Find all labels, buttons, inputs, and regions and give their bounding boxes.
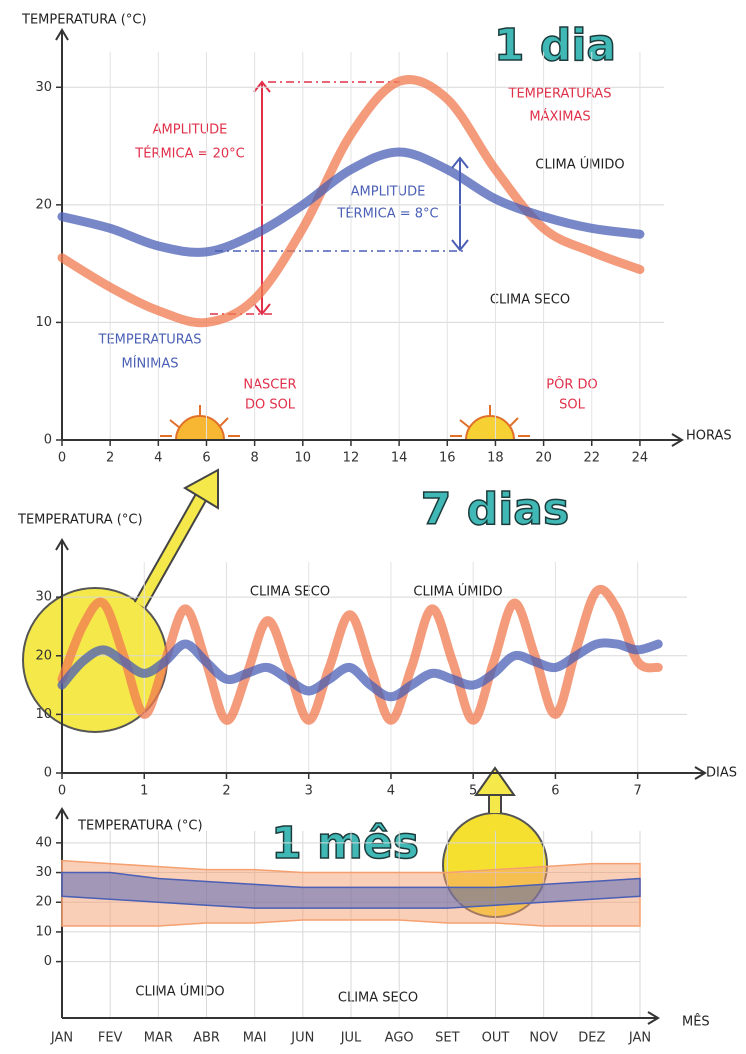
y-axis-label: TEMPERATURA (°C) xyxy=(21,13,147,28)
series-label: CLIMA SECO xyxy=(250,585,330,600)
x-tick-label: MAR xyxy=(144,1031,173,1046)
y-tick-label: 30 xyxy=(35,80,52,95)
x-tick-label: 2 xyxy=(106,451,114,466)
annotation: AMPLITUDE xyxy=(153,123,228,138)
annotation: NASCER xyxy=(243,378,296,393)
y-tick-label: 30 xyxy=(35,865,52,880)
x-axis-label: DIAS xyxy=(706,766,737,781)
sun-7-days xyxy=(22,468,219,733)
x-axis-label: HORAS xyxy=(686,429,732,444)
annotation: TÉRMICA = 8°C xyxy=(336,206,438,222)
series-label: CLIMA ÚMIDO xyxy=(535,157,624,173)
x-tick-label: ABR xyxy=(193,1031,220,1046)
annotation: TEMPERATURAS xyxy=(508,87,612,102)
x-tick-label: 20 xyxy=(535,451,552,466)
annotation: AMPLITUDE xyxy=(351,185,426,200)
annotation: MÁXIMAS xyxy=(529,109,590,125)
y-axis xyxy=(55,28,69,440)
x-tick-label: 10 xyxy=(295,451,312,466)
amplitude-arrows xyxy=(210,80,469,316)
x-tick-label: 18 xyxy=(487,451,504,466)
series-label: CLIMA SECO xyxy=(490,293,570,308)
y-tick-label: 10 xyxy=(35,707,52,722)
y-tick-label: 10 xyxy=(35,924,52,939)
x-tick-label: 0 xyxy=(58,784,66,799)
x-tick-label: 14 xyxy=(391,451,408,466)
annotation: SOL xyxy=(559,398,585,413)
y-axis-label: TEMPERATURA (°C) xyxy=(17,513,143,528)
x-tick-label: 22 xyxy=(583,451,600,466)
y-axis xyxy=(55,538,69,773)
series-band xyxy=(61,871,641,909)
y-tick-label: 30 xyxy=(35,590,52,605)
x-tick-label: JUL xyxy=(340,1031,362,1046)
x-axis-label: MÊS xyxy=(682,1014,710,1030)
x-tick-label: JUN xyxy=(290,1031,314,1046)
x-tick-label: MAI xyxy=(243,1031,267,1046)
annotation: DO SOL xyxy=(245,398,296,413)
x-tick-label: 5 xyxy=(469,784,477,799)
x-axis xyxy=(62,433,684,447)
x-tick-label: 1 xyxy=(140,784,148,799)
y-tick-label: 20 xyxy=(35,895,52,910)
sun-set xyxy=(450,405,530,441)
x-tick-label: 8 xyxy=(250,451,258,466)
x-tick-label: 16 xyxy=(439,451,456,466)
x-axis xyxy=(62,766,707,780)
chart-title: 1 mês xyxy=(271,818,419,869)
y-tick-label: 0 xyxy=(44,954,52,969)
y-tick-label: 20 xyxy=(35,197,52,212)
series-label: CLIMA SECO xyxy=(338,991,418,1006)
y-tick-label: 40 xyxy=(35,835,52,850)
sun-rise xyxy=(160,405,240,441)
annotation: MÍNIMAS xyxy=(122,356,179,372)
x-tick-label: 4 xyxy=(387,784,395,799)
x-tick-label: AGO xyxy=(385,1031,414,1046)
x-tick-label: SET xyxy=(435,1031,459,1046)
y-tick-label: 0 xyxy=(44,766,52,781)
x-axis xyxy=(62,1011,660,1025)
x-tick-label: 6 xyxy=(202,451,210,466)
x-tick-label: 2 xyxy=(222,784,230,799)
series-label: CLIMA ÚMIDO xyxy=(135,984,224,1000)
chart-title: 7 dias xyxy=(421,484,569,535)
series-line xyxy=(57,638,663,702)
x-tick-label: 0 xyxy=(58,451,66,466)
x-tick-label: OUT xyxy=(482,1031,510,1046)
x-tick-label: 12 xyxy=(343,451,360,466)
x-tick-label: DEZ xyxy=(578,1031,605,1046)
series-line xyxy=(57,75,645,328)
y-tick-label: 20 xyxy=(35,648,52,663)
y-axis-label: TEMPERATURA (°C) xyxy=(77,819,203,834)
x-tick-label: NOV xyxy=(529,1031,558,1046)
x-tick-label: 24 xyxy=(632,451,649,466)
series-label: CLIMA ÚMIDO xyxy=(413,584,502,600)
annotation: PÔR DO xyxy=(546,377,597,393)
x-tick-label: FEV xyxy=(98,1031,123,1046)
x-tick-label: 3 xyxy=(305,784,313,799)
x-tick-label: 7 xyxy=(634,784,642,799)
annotation: TÉRMICA = 20°C xyxy=(134,146,244,162)
x-tick-label: 6 xyxy=(551,784,559,799)
y-tick-label: 0 xyxy=(44,433,52,448)
x-tick-label: 4 xyxy=(154,451,162,466)
x-tick-label: JAN xyxy=(628,1031,651,1046)
y-tick-label: 10 xyxy=(35,315,52,330)
annotation: TEMPERATURAS xyxy=(98,333,202,348)
chart-title: 1 dia xyxy=(494,20,616,71)
series-line xyxy=(57,147,645,257)
x-tick-label: JAN xyxy=(50,1031,73,1046)
